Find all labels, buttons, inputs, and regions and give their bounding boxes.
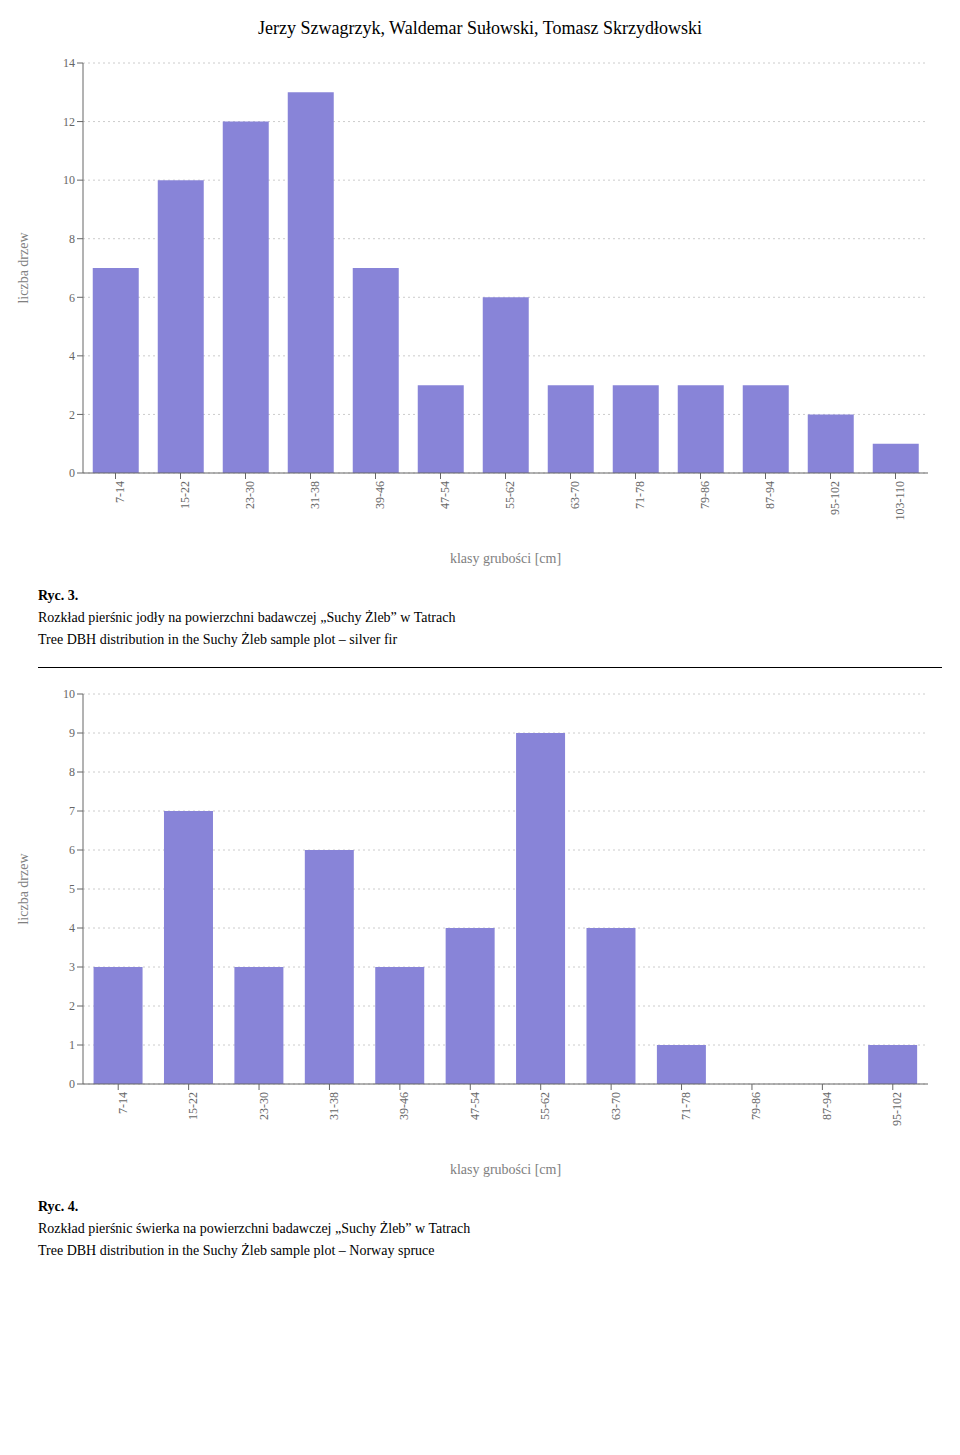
svg-text:63-70: 63-70 [609, 1092, 623, 1120]
svg-text:5: 5 [69, 882, 75, 896]
svg-text:6: 6 [69, 843, 75, 857]
svg-text:1: 1 [69, 1038, 75, 1052]
svg-text:31-38: 31-38 [308, 481, 322, 509]
svg-text:9: 9 [69, 726, 75, 740]
svg-text:95-102: 95-102 [828, 481, 842, 515]
svg-text:23-30: 23-30 [257, 1092, 271, 1120]
svg-text:71-78: 71-78 [679, 1092, 693, 1120]
svg-text:7-14: 7-14 [116, 1092, 130, 1114]
html-text:Ryc. 4.: Ryc. 4. [38, 1199, 79, 1214]
svg-text:klasy grubości [cm]: klasy grubości [cm] [450, 1162, 561, 1177]
svg-text:95-102: 95-102 [890, 1092, 904, 1126]
svg-text:klasy grubości [cm]: klasy grubości [cm] [450, 551, 561, 566]
svg-text:87-94: 87-94 [763, 481, 777, 509]
html-text:Tree DBH distribution in the S: Tree DBH distribution in the Suchy Żleb … [38, 632, 398, 647]
svg-text:79-86: 79-86 [698, 481, 712, 509]
html-text:Ryc. 3.: Ryc. 3. [38, 588, 79, 603]
svg-text:47-54: 47-54 [438, 481, 452, 509]
svg-text:4: 4 [69, 921, 75, 935]
svg-text:15-22: 15-22 [186, 1092, 200, 1120]
svg-text:12: 12 [63, 115, 75, 129]
html-text:Rozkład pierśnic świerka na po: Rozkład pierśnic świerka na powierzchni … [38, 1221, 471, 1236]
html-text:Tree DBH distribution in the S: Tree DBH distribution in the Suchy Żleb … [38, 1243, 435, 1258]
svg-text:8: 8 [69, 765, 75, 779]
svg-text:87-94: 87-94 [820, 1092, 834, 1120]
svg-text:liczba drzew: liczba drzew [16, 853, 31, 925]
svg-text:3: 3 [69, 960, 75, 974]
svg-text:31-38: 31-38 [327, 1092, 341, 1120]
svg-text:71-78: 71-78 [633, 481, 647, 509]
svg-text:15-22: 15-22 [178, 481, 192, 509]
svg-text:liczba drzew: liczba drzew [16, 232, 31, 304]
svg-text:39-46: 39-46 [397, 1092, 411, 1120]
html-text:Jerzy Szwagrzyk, Waldemar Suło: Jerzy Szwagrzyk, Waldemar Sułowski, Toma… [258, 18, 702, 38]
svg-text:7: 7 [69, 804, 75, 818]
svg-text:2: 2 [69, 408, 75, 422]
svg-text:63-70: 63-70 [568, 481, 582, 509]
svg-text:23-30: 23-30 [243, 481, 257, 509]
svg-text:10: 10 [63, 173, 75, 187]
svg-text:2: 2 [69, 999, 75, 1013]
svg-text:14: 14 [63, 56, 75, 70]
html-text:Rozkład pierśnic jodły na powi: Rozkład pierśnic jodły na powierzchni ba… [38, 610, 456, 625]
svg-text:79-86: 79-86 [749, 1092, 763, 1120]
svg-text:4: 4 [69, 349, 75, 363]
svg-text:55-62: 55-62 [538, 1092, 552, 1120]
svg-text:10: 10 [63, 687, 75, 701]
svg-text:6: 6 [69, 291, 75, 305]
svg-text:0: 0 [69, 1077, 75, 1091]
svg-text:103-110: 103-110 [893, 481, 907, 521]
svg-text:0: 0 [69, 466, 75, 480]
svg-text:7-14: 7-14 [113, 481, 127, 503]
svg-text:39-46: 39-46 [373, 481, 387, 509]
svg-text:55-62: 55-62 [503, 481, 517, 509]
svg-text:8: 8 [69, 232, 75, 246]
svg-text:47-54: 47-54 [468, 1092, 482, 1120]
